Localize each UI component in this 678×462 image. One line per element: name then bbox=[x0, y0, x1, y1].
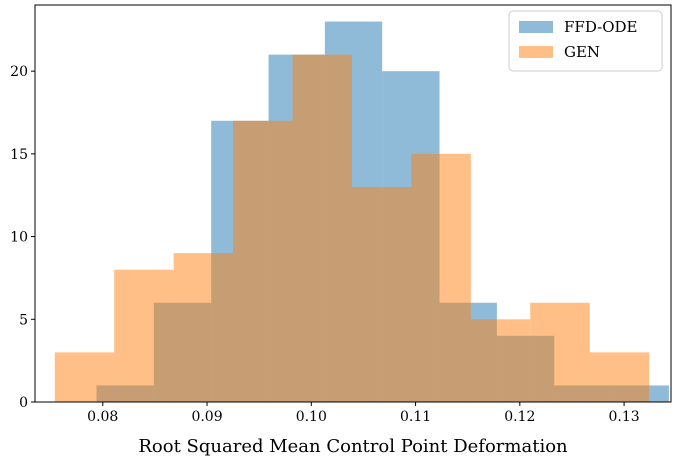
y-tick-label: 0 bbox=[19, 395, 28, 411]
histogram-bars bbox=[54, 21, 669, 403]
y-tick-label: 20 bbox=[10, 64, 28, 80]
legend-label: FFD-ODE bbox=[564, 18, 637, 36]
histogram-bar-gen-8 bbox=[530, 302, 590, 402]
histogram-bar-gen-9 bbox=[589, 352, 650, 403]
histogram-bar-gen-0 bbox=[54, 352, 115, 403]
x-tick-label: 0.08 bbox=[87, 409, 118, 425]
histogram-bar-gen-2 bbox=[173, 253, 234, 403]
legend: FFD-ODE GEN bbox=[508, 10, 663, 72]
histogram-bar-gen-1 bbox=[114, 269, 174, 402]
y-tick-label: 10 bbox=[10, 230, 28, 246]
histogram-bar-gen-6 bbox=[411, 153, 471, 403]
plot-border bbox=[34, 4, 672, 403]
y-tick-label: 15 bbox=[10, 147, 28, 163]
histogram-bar-gen-4 bbox=[292, 54, 352, 403]
legend-swatch bbox=[519, 46, 553, 58]
histogram-bar-gen-7 bbox=[470, 319, 531, 402]
x-axis-label: Root Squared Mean Control Point Deformat… bbox=[138, 436, 568, 457]
x-tick-label: 0.11 bbox=[400, 409, 431, 425]
legend-label: GEN bbox=[564, 43, 600, 61]
x-axis-ticks: 0.08 0.09 0.10 0.11 0.12 0.13 bbox=[87, 402, 640, 425]
x-tick-label: 0.09 bbox=[191, 409, 222, 425]
x-tick-label: 0.13 bbox=[608, 409, 639, 425]
histogram-bar-gen-3 bbox=[233, 120, 293, 402]
y-tick-label: 5 bbox=[19, 312, 28, 328]
y-axis-ticks: 0 5 10 15 20 bbox=[10, 64, 35, 411]
plot-frame bbox=[34, 4, 672, 403]
x-tick-label: 0.10 bbox=[296, 409, 327, 425]
legend-swatch bbox=[519, 21, 553, 33]
x-tick-label: 0.12 bbox=[504, 409, 535, 425]
histogram-bar-gen-5 bbox=[351, 186, 412, 402]
